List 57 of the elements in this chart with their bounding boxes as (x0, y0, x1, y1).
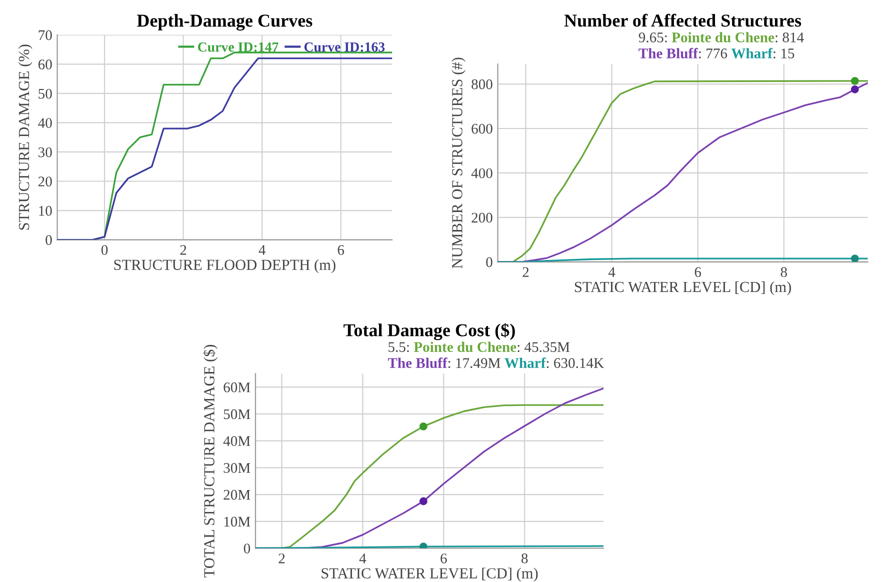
text: : 776 (699, 48, 728, 58)
text: Wharf (731, 48, 773, 58)
y-tick-label: 60M (224, 382, 250, 392)
x-tick-label: 8 (780, 267, 787, 278)
text: : 17.49M (448, 358, 500, 368)
x-tick-label: 6 (694, 267, 702, 278)
text: 5.5: (388, 342, 409, 352)
legend-label: Curve ID:147 (198, 42, 278, 52)
x-tick-label: 2 (522, 267, 529, 277)
text: : 814 (776, 32, 804, 42)
text: Pointe du Chene (414, 342, 516, 352)
text: Wharf (504, 358, 546, 368)
x-axis-title: STATIC WATER LEVEL [CD] (m) (574, 281, 791, 296)
y-tick-label: 400 (471, 168, 492, 178)
text: : 630.14K (546, 358, 604, 368)
y-tick-label: 800 (472, 79, 492, 90)
y-tick-label: 40 (38, 118, 52, 128)
x-tick-label: 2 (180, 245, 186, 255)
y-tick-label: 0 (244, 544, 250, 554)
y-tick-label: 200 (472, 212, 492, 223)
y-tick-label: 30M (224, 463, 250, 473)
y-axis-title: STRUCTURE DAMAGE (%) (18, 44, 32, 230)
x-tick-label: 6 (338, 245, 344, 255)
x-axis-title: STRUCTURE FLOOD DEPTH (m) (114, 259, 336, 274)
x-tick-label: 4 (608, 267, 616, 277)
text: : 45.35M (518, 342, 570, 352)
text: The Bluff (388, 358, 448, 368)
y-tick-label: 30 (38, 147, 52, 158)
y-tick-label: 50M (224, 409, 250, 420)
y-tick-label: 600 (472, 124, 492, 134)
x-tick-label: 0 (101, 245, 108, 255)
y-tick-label: 70 (38, 30, 52, 40)
y-axis-title: NUMBER OF STRUCTURES (#) (452, 58, 466, 268)
text: Pointe du Chene (672, 32, 774, 42)
text: 9.65: (638, 32, 667, 42)
y-tick-label: 50 (38, 88, 52, 99)
chart-title: Depth-Damage Curves (136, 14, 312, 31)
y-tick-label: 20 (38, 176, 52, 186)
y-tick-label: 60 (38, 60, 52, 70)
x-tick-label: 2 (278, 554, 285, 564)
chart-title: Total Damage Cost ($) (344, 323, 515, 340)
y-tick-label: 10 (39, 206, 52, 216)
x-tick-label: 4 (258, 245, 266, 255)
y-tick-label: 10M (224, 516, 250, 527)
y-tick-label: 0 (486, 257, 492, 268)
x-tick-label: 4 (359, 554, 366, 564)
legend-label: Curve ID:163 (304, 42, 385, 52)
text: : 15 (774, 48, 794, 58)
x-axis-title: STATIC WATER LEVEL [CD] (m) (322, 568, 538, 582)
x-tick-label: 8 (521, 554, 528, 564)
chart-title: Number of Affected Structures (564, 14, 802, 27)
text: The Bluff (638, 48, 698, 58)
y-axis-title: TOTAL STRUCTURE DAMAGE ($) (203, 344, 218, 578)
x-tick-label: 6 (440, 554, 447, 564)
y-tick-label: 20M (224, 490, 250, 500)
y-tick-label: 40M (223, 436, 250, 446)
y-tick-label: 0 (46, 235, 52, 245)
